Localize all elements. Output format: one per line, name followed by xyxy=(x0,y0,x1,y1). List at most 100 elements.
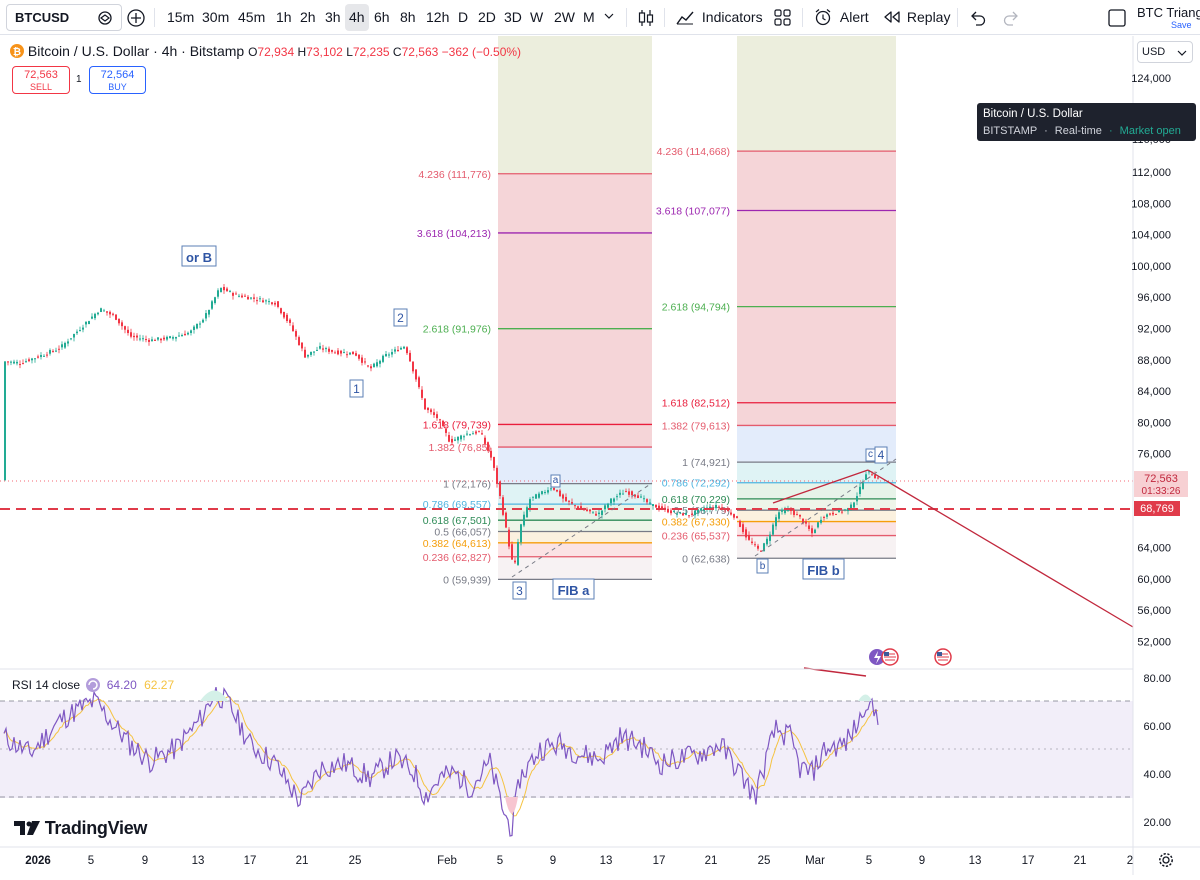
layout-name[interactable]: BTC Triang xyxy=(1137,5,1200,20)
interval-2W[interactable]: 2W xyxy=(554,9,575,25)
candle-body xyxy=(475,431,477,434)
toolbar-divider xyxy=(626,8,627,27)
candle-body xyxy=(442,420,444,427)
wave-label-box[interactable] xyxy=(550,474,561,488)
chevron-down-icon[interactable] xyxy=(604,0,614,35)
projection-line[interactable] xyxy=(867,469,1134,628)
wave-label-box[interactable] xyxy=(802,558,845,580)
toolbar-divider xyxy=(957,8,958,27)
layout-icon[interactable] xyxy=(1108,9,1126,27)
chart-area[interactable]: 4.236 (111,776) 3.618 (104,213) 2.618 (91,… xyxy=(0,36,1200,875)
fib-zone-1 xyxy=(498,447,652,484)
undo-icon[interactable] xyxy=(969,9,987,27)
chevron-down-icon xyxy=(1177,50,1187,56)
interval-12h[interactable]: 12h xyxy=(426,9,450,25)
candle-body xyxy=(574,505,576,507)
candle-body xyxy=(631,491,633,496)
change-value: −362 (−0.50%) xyxy=(441,45,522,59)
candle-body xyxy=(268,301,270,303)
interval-15m[interactable]: 15m xyxy=(167,9,195,25)
candle-body xyxy=(10,361,12,363)
candle-body xyxy=(496,467,498,484)
settings-gear-icon[interactable] xyxy=(1158,852,1174,868)
candle-body xyxy=(826,514,828,517)
templates-icon[interactable] xyxy=(774,9,792,27)
candle-body xyxy=(427,407,429,411)
chart-legend[interactable]: ₿ Bitcoin / U.S. Dollar · 4h · Bitstamp … xyxy=(10,43,521,59)
candle-body xyxy=(742,524,744,533)
rsi-axis-label: 20.00 xyxy=(1143,817,1171,829)
interval-3h[interactable]: 3h xyxy=(325,9,341,25)
triangle-upper-line[interactable] xyxy=(772,469,869,504)
candle-body xyxy=(154,339,156,341)
candle-body xyxy=(244,295,246,297)
candle-body xyxy=(109,311,111,315)
candle-body xyxy=(391,352,393,355)
interval-2D[interactable]: 2D xyxy=(478,9,496,25)
time-axis-label: 17 xyxy=(1022,855,1035,867)
interval-30m[interactable]: 30m xyxy=(202,9,230,25)
wave-label-box[interactable] xyxy=(512,581,527,600)
currency-selector[interactable]: USD xyxy=(1137,41,1193,63)
candle-body xyxy=(814,529,816,534)
interval-8h[interactable]: 8h xyxy=(400,9,416,25)
rsi-line xyxy=(3,686,879,837)
candle-body xyxy=(304,349,306,358)
candle-body xyxy=(193,326,195,330)
candle-body xyxy=(856,496,858,502)
candle-body xyxy=(469,434,471,436)
interval-W[interactable]: W xyxy=(530,9,544,25)
buy-button[interactable]: 72,564 BUY xyxy=(89,66,146,94)
add-symbol-icon[interactable] xyxy=(126,8,146,28)
candle-body xyxy=(52,350,54,352)
wave-label-box[interactable] xyxy=(756,558,769,574)
level-price-tag[interactable] xyxy=(1134,501,1180,516)
interval-M[interactable]: M xyxy=(583,9,595,25)
tooltip-separator: · xyxy=(1108,125,1113,137)
symbol-tooltip: Bitcoin / U.S. Dollar BITSTAMP · Real-ti… xyxy=(977,103,1196,141)
candle-body xyxy=(604,505,606,510)
rsi-legend[interactable]: RSI 14 close 64.20 62.27 xyxy=(12,677,174,693)
replay-button[interactable]: Replay xyxy=(883,0,950,35)
redo-icon[interactable] xyxy=(1002,9,1020,27)
candle-body xyxy=(679,511,681,513)
interval-D[interactable]: D xyxy=(458,9,469,25)
price-axis-label: 64,000 xyxy=(1137,543,1171,555)
rsi-axis-label: 40.00 xyxy=(1143,769,1171,781)
time-axis-label: 13 xyxy=(969,855,982,867)
candle-body xyxy=(448,435,450,442)
wave-label-box[interactable] xyxy=(552,578,595,600)
interval-4h[interactable]: 4h xyxy=(345,4,369,31)
price-chart[interactable]: 4.236 (111,776) 3.618 (104,213) 2.618 (91,… xyxy=(0,36,1200,875)
candle-body xyxy=(649,502,651,504)
candles-icon[interactable] xyxy=(637,8,655,28)
save-label[interactable]: Save xyxy=(1171,20,1192,30)
candle-body xyxy=(265,300,267,302)
wave-label-box[interactable] xyxy=(349,379,364,398)
wave-label-box[interactable] xyxy=(393,308,408,327)
event-icons[interactable] xyxy=(869,648,952,666)
candle-body xyxy=(556,489,558,492)
interval-2h[interactable]: 2h xyxy=(300,9,316,25)
candle-body xyxy=(256,300,258,302)
wave-label-box[interactable] xyxy=(865,448,876,462)
candle-body xyxy=(133,335,135,338)
alert-button[interactable]: Alert xyxy=(813,0,869,35)
symbol-menu-icon[interactable] xyxy=(97,10,113,26)
sell-button[interactable]: 72,563 SELL xyxy=(12,66,70,94)
symbol-search[interactable]: BTCUSD xyxy=(6,4,122,31)
wave-label-w2: 2 xyxy=(397,311,404,325)
rsi-axis-label: 80.00 xyxy=(1143,673,1171,685)
candle-body xyxy=(430,409,432,413)
interval-45m[interactable]: 45m xyxy=(238,9,266,25)
wave-label-box[interactable] xyxy=(181,245,217,267)
candle-body xyxy=(754,544,756,546)
indicators-button[interactable]: Indicators xyxy=(676,0,763,35)
tooltip-session: Real-time xyxy=(1054,125,1102,137)
interval-3D[interactable]: 3D xyxy=(504,9,522,25)
interval-1h[interactable]: 1h xyxy=(276,9,292,25)
time-axis-label: 5 xyxy=(497,855,503,867)
interval-6h[interactable]: 6h xyxy=(374,9,390,25)
wave-label-wc: c xyxy=(868,449,873,460)
candle-body xyxy=(121,322,123,327)
